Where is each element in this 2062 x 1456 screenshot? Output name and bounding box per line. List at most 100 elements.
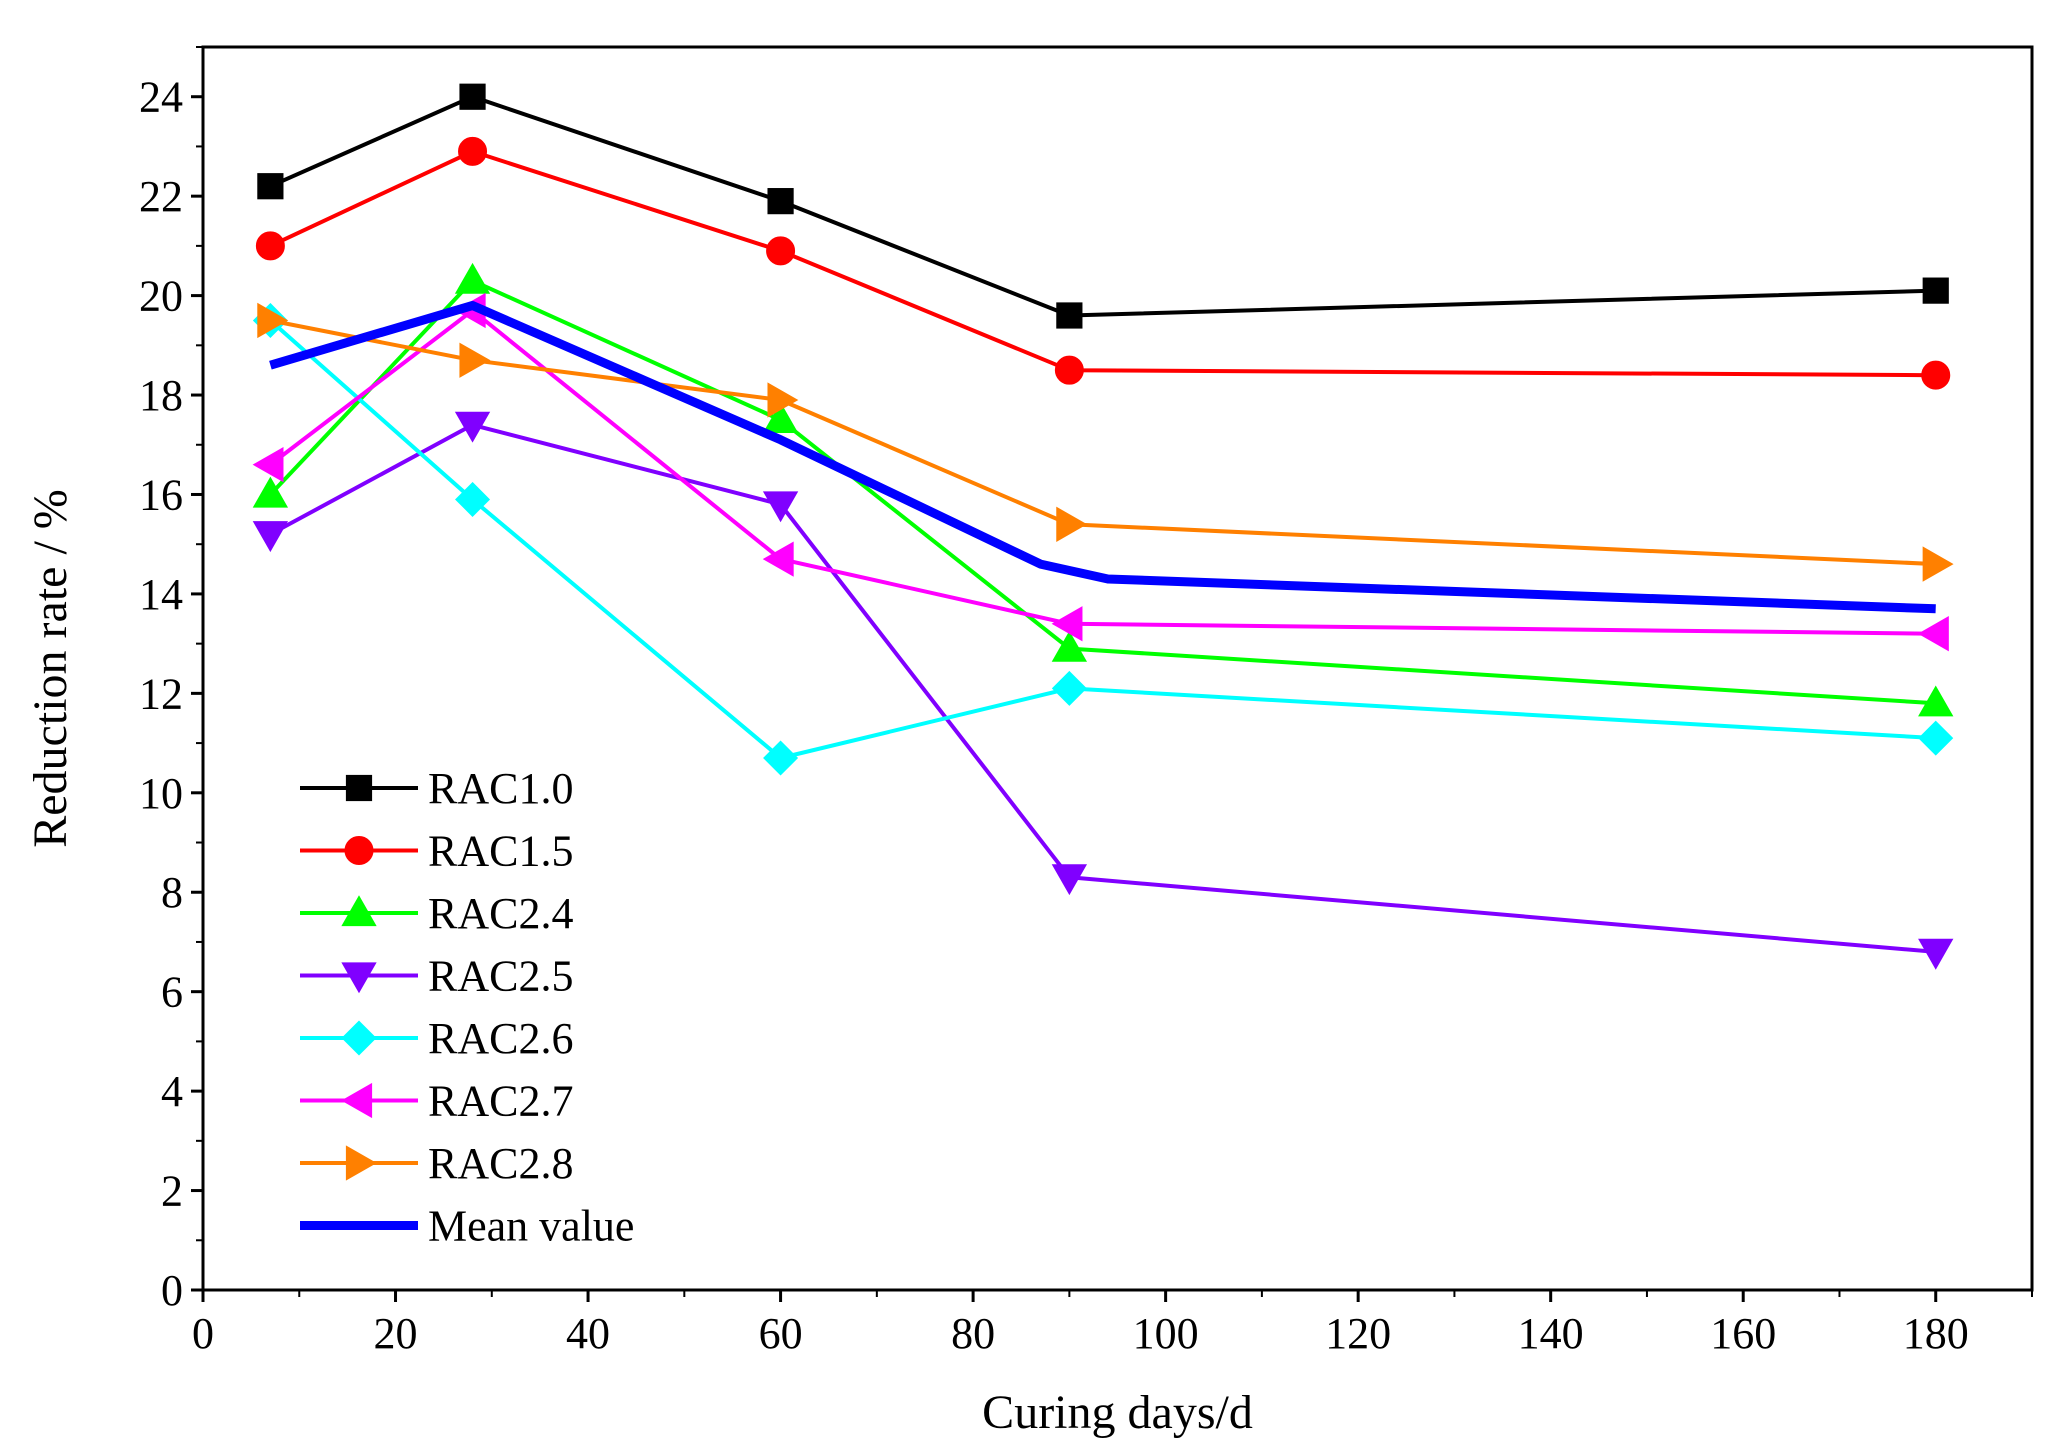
series-line <box>269 319 1936 760</box>
legend-item: RAC2.8 <box>300 1139 573 1188</box>
x-tick-label: 80 <box>951 1309 995 1358</box>
marker-circle <box>255 231 285 261</box>
series-rac1-5 <box>255 136 1951 390</box>
marker-square <box>1056 302 1083 329</box>
y-tick-label: 16 <box>139 470 183 519</box>
series-rac2-4 <box>252 262 1954 717</box>
marker-circle <box>458 136 488 166</box>
y-tick-label: 8 <box>161 868 183 917</box>
x-tick-label: 140 <box>1518 1309 1584 1358</box>
legend-label: RAC1.0 <box>428 764 573 813</box>
y-tick-label: 22 <box>139 172 183 221</box>
y-axis-title: Reduction rate / % <box>24 489 77 848</box>
series-line <box>269 308 1936 636</box>
x-tick-label: 40 <box>566 1309 610 1358</box>
legend-label: RAC2.8 <box>428 1139 573 1188</box>
y-tick-label: 18 <box>139 371 183 420</box>
marker-triangle-up <box>341 895 377 927</box>
legend-item: RAC1.5 <box>300 827 573 876</box>
series-line <box>269 301 1936 614</box>
legend-item: RAC2.7 <box>300 1077 573 1126</box>
legend-label: RAC2.4 <box>428 889 573 938</box>
y-tick-label: 0 <box>161 1266 183 1315</box>
legend-label: RAC2.5 <box>428 952 573 1001</box>
y-tick-label: 24 <box>139 73 183 122</box>
x-axis-title: Curing days/d <box>982 1386 1253 1439</box>
series-rac2-5 <box>252 411 1954 970</box>
marker-square <box>345 774 373 802</box>
legend: RAC1.0 RAC1.5 RAC2.4 RAC2.5 RAC2.6 RAC2.7 RAC2… <box>300 764 634 1251</box>
marker-triangle-down <box>762 491 799 523</box>
marker-circle <box>344 836 374 865</box>
marker-triangle-left <box>1051 606 1083 642</box>
marker-diamond <box>341 1020 377 1056</box>
legend-label: RAC2.6 <box>428 1014 573 1063</box>
x-tick-label: 100 <box>1133 1309 1199 1358</box>
y-tick-label: 6 <box>161 968 183 1017</box>
marker-triangle-up <box>762 402 799 433</box>
marker-circle <box>1054 355 1084 385</box>
x-tick-label: 20 <box>374 1309 418 1358</box>
series-line <box>268 278 1936 706</box>
legend-label: RAC2.7 <box>428 1077 573 1126</box>
marker-triangle-right <box>1922 546 1954 582</box>
marker-triangle-left <box>341 1082 373 1119</box>
legend-item: RAC2.6 <box>300 1014 573 1063</box>
marker-square <box>257 173 284 200</box>
marker-square <box>459 83 486 110</box>
marker-triangle-left <box>252 446 284 483</box>
x-tick-label: 160 <box>1710 1309 1776 1358</box>
x-tick-label: 0 <box>192 1309 214 1358</box>
legend-item: RAC1.0 <box>300 764 573 813</box>
x-tick-label: 60 <box>759 1309 803 1358</box>
marker-diamond <box>1051 670 1087 706</box>
marker-triangle-down <box>341 962 377 994</box>
y-tick-label: 20 <box>139 272 183 321</box>
y-tick-label: 2 <box>161 1167 183 1216</box>
legend-label: Mean value <box>428 1202 634 1251</box>
legend-item: RAC2.5 <box>300 952 573 1001</box>
series-line <box>269 149 1936 378</box>
marker-triangle-right <box>345 1145 377 1181</box>
series-rac2-8 <box>257 302 1954 582</box>
series-mean-value <box>269 301 1936 614</box>
marker-circle <box>1921 360 1951 390</box>
marker-triangle-right <box>1056 506 1088 542</box>
series-rac2-7 <box>252 292 1949 652</box>
y-tick-label: 14 <box>139 570 183 619</box>
marker-triangle-up <box>1918 685 1954 717</box>
y-tick-label: 4 <box>161 1067 183 1116</box>
series-line <box>270 318 1936 567</box>
marker-triangle-up <box>252 476 289 508</box>
series-rac1-0 <box>257 83 1949 329</box>
marker-triangle-up <box>1051 630 1088 662</box>
marker-triangle-left <box>762 541 794 577</box>
marker-square <box>1922 277 1949 304</box>
series-layer <box>252 83 1954 970</box>
marker-diamond <box>1918 720 1954 756</box>
marker-triangle-down <box>252 521 289 553</box>
marker-diamond <box>763 740 799 776</box>
marker-triangle-down <box>1051 864 1088 896</box>
marker-triangle-right <box>459 342 491 378</box>
series-line <box>269 94 1936 318</box>
marker-square <box>767 188 794 215</box>
marker-triangle-down <box>1918 938 1954 970</box>
plot-frame <box>201 45 2034 1292</box>
x-axis-ticks: 0 20 40 60 80 100 120 140 160 180 <box>192 1290 2033 1358</box>
y-tick-label: 12 <box>139 669 183 718</box>
x-tick-label: 180 <box>1903 1309 1969 1358</box>
legend-label: RAC1.5 <box>428 827 573 876</box>
marker-triangle-right <box>767 382 799 418</box>
marker-diamond <box>455 481 491 517</box>
y-tick-label: 10 <box>139 769 183 818</box>
marker-triangle-left <box>1917 616 1949 652</box>
x-tick-label: 120 <box>1325 1309 1391 1358</box>
marker-triangle-up <box>454 262 491 294</box>
marker-triangle-right <box>257 302 289 339</box>
marker-circle <box>766 236 796 266</box>
legend-item: Mean value <box>300 1202 634 1251</box>
marker-triangle-down <box>454 411 491 443</box>
